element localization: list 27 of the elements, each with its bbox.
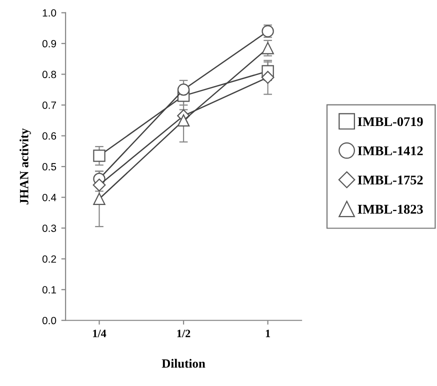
y-tick-label: 0.6 (42, 132, 56, 140)
y-tick-label: 1.0 (42, 9, 56, 17)
y-tick-label: 0.5 (42, 163, 56, 170)
point (261, 70, 274, 84)
y-tick-label: 0.8 (42, 70, 56, 78)
point (92, 178, 106, 192)
y-tick-label: 0.0 (42, 316, 56, 324)
x-tick-label: 1/4 (93, 330, 106, 338)
y-tick-label: 0.4 (42, 194, 56, 202)
y-tick-label: 0.1 (42, 286, 56, 294)
point (177, 84, 190, 96)
point (177, 114, 190, 127)
x-tick-label: 1 (266, 330, 270, 338)
legend-label: IMBL-1412 (358, 146, 423, 156)
legend-label: IMBL-1752 (358, 176, 423, 184)
point (93, 192, 106, 205)
x-tick-label: 1/2 (177, 330, 190, 338)
y-tick-label: 0.7 (42, 102, 56, 109)
y-axis-title: JHAN activity (20, 128, 31, 204)
point (262, 42, 274, 54)
point (93, 150, 106, 162)
y-tick-label: 0.9 (42, 40, 56, 48)
x-axis-title: Dilution (162, 358, 206, 368)
legend-label: IMBL-0719 (358, 117, 423, 126)
legend-label: IMBL-1823 (358, 204, 423, 214)
y-tick-label: 0.2 (42, 255, 56, 263)
y-tick-label: 0.3 (42, 224, 56, 232)
